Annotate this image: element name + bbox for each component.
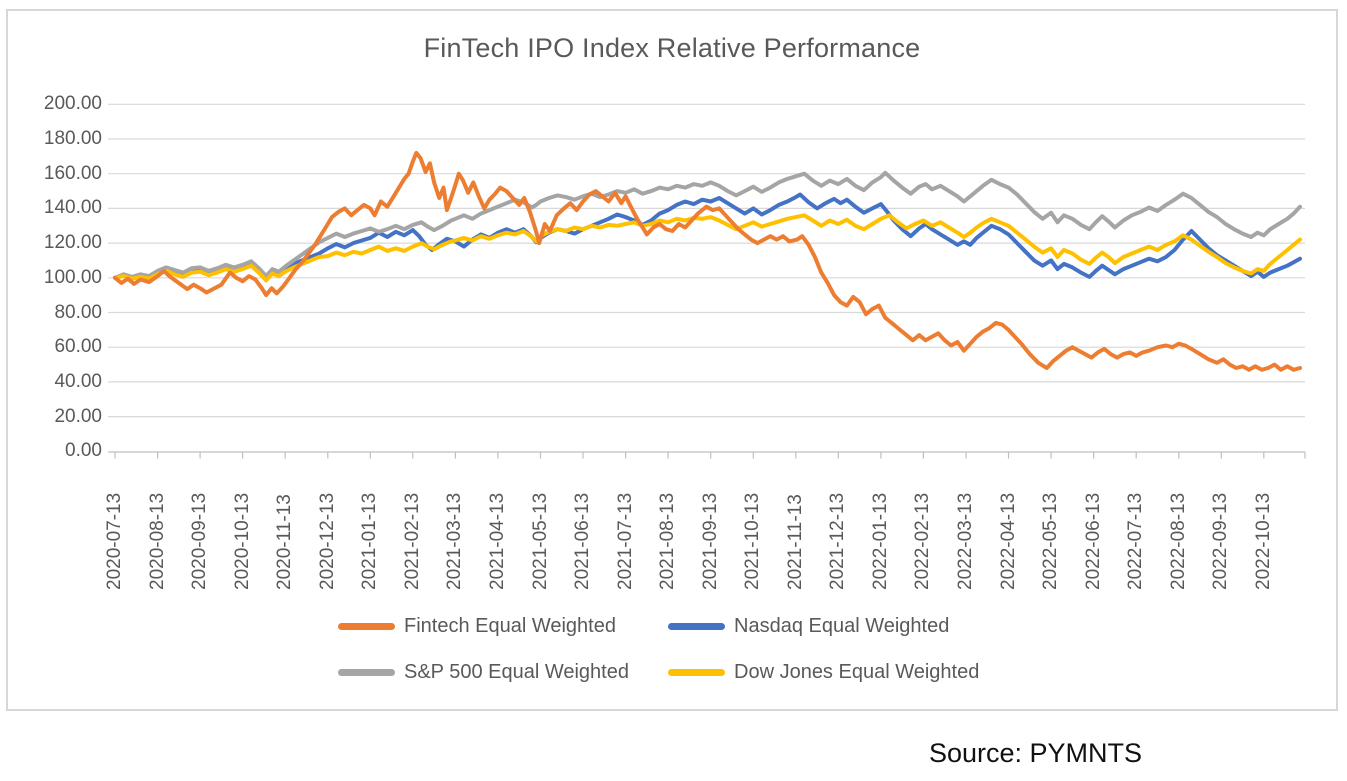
nasdaq-series-swatch: [668, 623, 725, 630]
x-axis-label: 2021-09-13: [700, 492, 721, 590]
x-axis-label: 2021-06-13: [572, 492, 593, 590]
x-axis-label: 2021-04-13: [487, 492, 508, 590]
legend-item-nasdaq: Nasdaq Equal Weighted: [668, 610, 979, 643]
y-axis-label: 140.00: [43, 197, 102, 218]
fintech-series-swatch: [338, 623, 395, 630]
chart-frame: [6, 9, 1338, 711]
y-axis-label: 160.00: [43, 163, 102, 184]
x-axis-label: 2020-11-13: [274, 494, 295, 590]
legend-item-fintech: Fintech Equal Weighted: [338, 610, 668, 643]
dowjones-series-swatch: [668, 669, 725, 676]
x-axis-label: 2021-03-13: [444, 492, 465, 590]
x-axis-label: 2020-10-13: [232, 492, 253, 590]
chart-title: FinTech IPO Index Relative Performance: [423, 33, 921, 63]
x-axis-label: 2020-12-13: [317, 492, 338, 590]
x-axis-label: 2022-06-13: [1083, 492, 1104, 590]
y-axis-label: 40.00: [54, 371, 102, 392]
y-axis-label: 80.00: [54, 302, 102, 323]
x-axis-label: 2021-01-13: [359, 492, 380, 590]
y-axis-label: 180.00: [43, 128, 102, 149]
x-axis-label: 2022-07-13: [1125, 492, 1146, 590]
legend-item-dowjones: Dow Jones Equal Weighted: [668, 656, 979, 689]
y-axis-label: 120.00: [43, 232, 102, 253]
x-axis-label: 2021-05-13: [530, 492, 551, 590]
legend-item-sp500: S&P 500 Equal Weighted: [338, 656, 668, 689]
legend-label-fintech: Fintech Equal Weighted: [404, 615, 616, 637]
legend-label-nasdaq: Nasdaq Equal Weighted: [734, 615, 950, 637]
x-axis-label: 2021-08-13: [657, 492, 678, 590]
x-axis-label: 2021-10-13: [742, 492, 763, 590]
series-line-fintech-equal-weighted: [113, 150, 1302, 372]
source-note: Source: PYMNTS: [928, 738, 1142, 768]
x-axis-label: 2022-01-13: [870, 492, 891, 590]
x-axis-label: 2022-10-13: [1253, 492, 1274, 590]
x-axis-label: 2022-03-13: [955, 492, 976, 590]
x-axis-label: 2021-02-13: [402, 492, 423, 590]
x-axis-label: 2022-09-13: [1210, 492, 1231, 590]
y-axis-label: 20.00: [54, 406, 102, 427]
x-axis-label: 2022-04-13: [998, 492, 1019, 590]
x-axis-label: 2021-07-13: [615, 492, 636, 590]
x-axis-label: 2020-09-13: [189, 492, 210, 590]
legend-label-sp500: S&P 500 Equal Weighted: [404, 661, 629, 683]
y-axis-label: 200.00: [43, 93, 102, 114]
legend: Fintech Equal Weighted Nasdaq Equal Weig…: [338, 610, 979, 689]
sp500-series-swatch: [338, 669, 395, 676]
legend-label-dowjones: Dow Jones Equal Weighted: [734, 661, 980, 683]
series-line-dow-jones-equal-weighted: [113, 213, 1302, 283]
x-axis-label: 2020-07-13: [104, 492, 125, 590]
y-axis-label: 0.00: [65, 440, 102, 461]
x-axis-label: 2021-12-13: [827, 492, 848, 590]
y-axis-label: 60.00: [54, 336, 102, 357]
series-line-s-p-500-equal-weighted: [113, 170, 1302, 280]
y-axis-label: 100.00: [43, 267, 102, 288]
x-axis-label: 2021-11-13: [785, 494, 806, 590]
x-axis-label: 2022-02-13: [912, 492, 933, 590]
x-axis-label: 2022-08-13: [1168, 492, 1189, 590]
x-axis-label: 2022-05-13: [1040, 492, 1061, 590]
x-axis-label: 2020-08-13: [147, 492, 168, 590]
series-line-nasdaq-equal-weighted: [113, 192, 1302, 281]
